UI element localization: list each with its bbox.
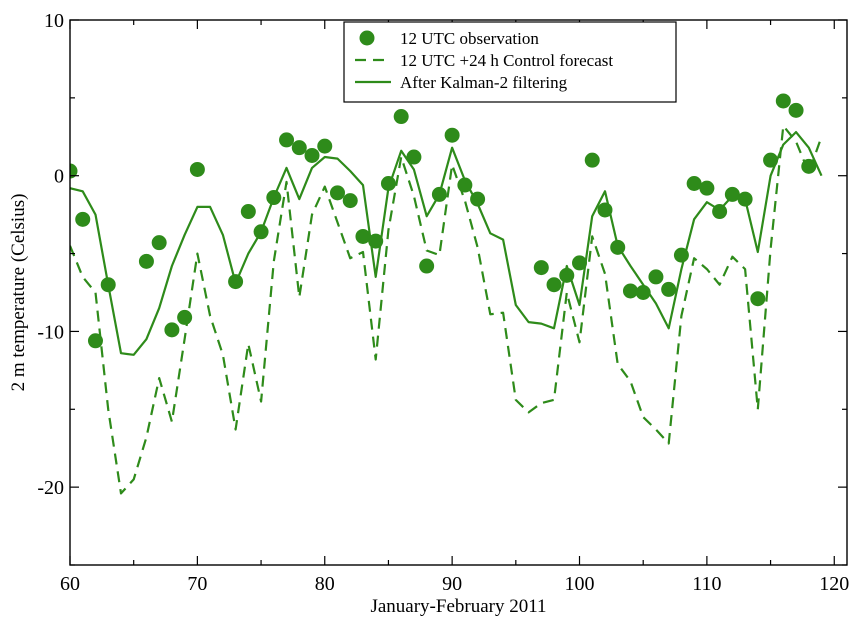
observation-point	[342, 193, 358, 209]
legend-box	[343, 21, 677, 103]
y-tick-label: 10	[44, 10, 64, 32]
observation-point	[138, 253, 154, 269]
observation-point	[393, 109, 409, 125]
x-tick-label: 70	[187, 573, 207, 595]
x-tick-label: 60	[60, 573, 80, 595]
observation-point	[648, 269, 664, 285]
observation-point	[329, 185, 345, 201]
observation-point	[304, 147, 320, 163]
plot-data-layer	[70, 93, 823, 495]
observation-point	[75, 211, 91, 227]
x-tick-label: 110	[692, 573, 721, 595]
observation-point	[788, 102, 804, 118]
observation-point	[291, 140, 307, 156]
observation-point	[240, 204, 256, 220]
y-tick-label: -20	[37, 477, 64, 499]
x-tick-label: 120	[819, 573, 849, 595]
observation-point	[151, 235, 167, 251]
observation-point	[406, 149, 422, 165]
x-tick-label: 90	[442, 573, 462, 595]
observation-point	[572, 255, 588, 271]
y-tick-label: 0	[54, 166, 64, 188]
observation-point	[686, 176, 702, 191]
observation-point	[279, 132, 295, 148]
observation-point	[164, 322, 180, 338]
observation-point	[546, 277, 562, 293]
axis-ticks: 60 70 80 90 100 110 120 -20 -10 0 10	[37, 10, 849, 595]
observation-point	[419, 258, 435, 274]
observation-point	[317, 138, 333, 154]
observation-point	[444, 127, 460, 143]
observation-point	[724, 186, 740, 202]
observation-point	[750, 291, 766, 307]
observation-point	[699, 180, 715, 196]
legend-label: After Kalman-2 filtering	[400, 73, 568, 92]
observation-point	[70, 163, 78, 179]
observation-point	[177, 309, 193, 325]
y-axis-label: 2 m temperature (Celsius)	[8, 194, 29, 392]
x-tick-label: 100	[565, 573, 595, 595]
legend-label: 12 UTC +24 h Control forecast	[400, 51, 613, 70]
plot-frame	[69, 19, 848, 566]
observation-point	[87, 333, 103, 349]
observation-point	[622, 283, 638, 299]
legend: 12 UTC observation 12 UTC +24 h Control f…	[343, 21, 677, 103]
x-axis-label: January-February 2011	[370, 596, 546, 617]
observation-point	[661, 281, 677, 297]
observation-point	[355, 228, 371, 244]
observation-point	[533, 260, 549, 276]
x-tick-label: 80	[315, 573, 335, 595]
observation-point	[775, 93, 791, 109]
legend-marker-observation	[359, 30, 375, 46]
legend-label: 12 UTC observation	[400, 29, 539, 48]
observation-point	[584, 152, 600, 168]
y-tick-label: -10	[37, 321, 64, 343]
observation-point	[189, 161, 205, 177]
control-forecast-line	[70, 124, 823, 495]
kalman-filtered-line	[70, 131, 823, 356]
